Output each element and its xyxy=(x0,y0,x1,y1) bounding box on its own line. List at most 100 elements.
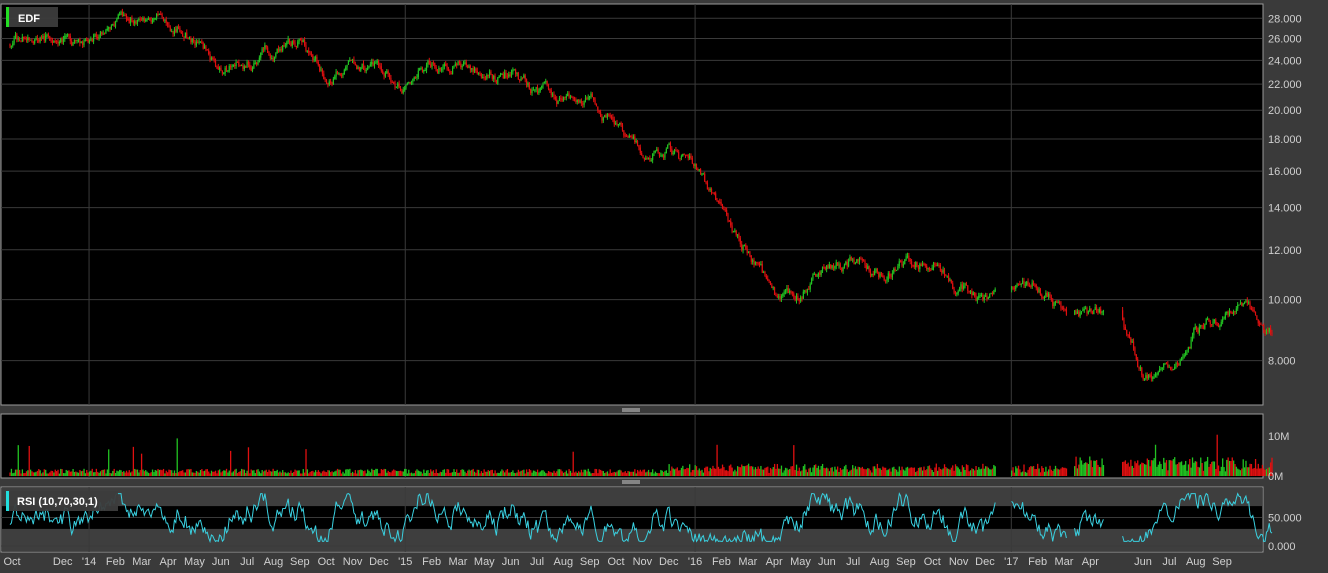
volume-bar xyxy=(39,470,41,476)
volume-bar xyxy=(434,473,436,476)
price-y-axis: 28.00026.00024.00022.00020.00018.00016.0… xyxy=(1268,13,1302,367)
volume-bar xyxy=(1241,468,1243,476)
candle-body xyxy=(268,52,270,56)
volume-bar xyxy=(438,473,440,476)
candle-body xyxy=(94,34,96,36)
price-panel[interactable]: 28.00026.00024.00022.00020.00018.00016.0… xyxy=(0,3,1302,406)
volume-bar xyxy=(228,470,230,476)
volume-bar xyxy=(360,469,362,476)
candle-body xyxy=(184,32,186,38)
volume-bar xyxy=(550,472,552,476)
volume-bar xyxy=(195,470,198,476)
volume-bar xyxy=(486,471,488,476)
candle-body xyxy=(16,34,18,40)
volume-bar xyxy=(408,469,410,476)
candle-body xyxy=(420,68,422,70)
volume-bar xyxy=(201,468,203,476)
candle-body xyxy=(1095,307,1098,312)
volume-bar xyxy=(1015,466,1017,476)
volume-bar xyxy=(425,470,428,476)
volume-bar xyxy=(590,473,592,476)
volume-bar xyxy=(468,469,470,476)
candle-body xyxy=(1100,309,1102,314)
volume-bar xyxy=(375,468,377,476)
candle-body xyxy=(897,266,899,271)
candle-body xyxy=(64,35,66,40)
volume-bar xyxy=(439,471,441,476)
volume-bar xyxy=(397,471,399,476)
rsi-y-tick-label: 0.000 xyxy=(1268,541,1296,553)
volume-bar xyxy=(639,469,641,476)
candle-body xyxy=(212,57,214,60)
volume-bar xyxy=(1094,460,1096,476)
candle-body xyxy=(1265,330,1268,335)
candle-body xyxy=(203,46,206,49)
volume-bar xyxy=(187,469,189,476)
volume-bar xyxy=(1238,469,1240,476)
candle-body xyxy=(835,262,837,267)
candle-body xyxy=(971,290,973,296)
panel-splitter-handle[interactable] xyxy=(622,480,640,484)
volume-bar xyxy=(687,468,689,476)
candle-body xyxy=(901,261,903,266)
volume-bar xyxy=(826,467,828,476)
candle-body xyxy=(551,94,554,96)
candle-body xyxy=(372,61,374,66)
candle-body xyxy=(1074,310,1076,315)
candle-body xyxy=(1079,312,1081,317)
volume-bar xyxy=(672,468,674,476)
candle-body xyxy=(956,293,958,295)
volume-bar xyxy=(686,467,688,476)
candle-body xyxy=(609,115,611,117)
candle-body xyxy=(917,266,920,270)
candle-body xyxy=(965,283,967,286)
x-tick-label: Jun xyxy=(212,556,230,568)
candle-body xyxy=(1237,304,1239,309)
volume-bar xyxy=(784,467,787,476)
candle-body xyxy=(232,64,234,67)
candle-body xyxy=(79,38,81,44)
volume-bar xyxy=(678,470,680,476)
candle-body xyxy=(350,59,352,61)
candle-body xyxy=(625,135,628,137)
candle-body xyxy=(1171,368,1173,370)
candle-body xyxy=(28,37,30,41)
volume-bar xyxy=(599,469,602,476)
volume-bar xyxy=(1224,471,1227,476)
candle-body xyxy=(812,274,814,279)
volume-bar xyxy=(172,472,174,476)
volume-bar xyxy=(1056,468,1058,476)
volume-bar xyxy=(249,473,251,476)
volume-bar xyxy=(246,470,248,476)
volume-bar xyxy=(467,470,469,476)
candle-body xyxy=(1252,309,1254,311)
volume-bar xyxy=(194,472,196,476)
candle-body xyxy=(820,270,822,275)
candle-body xyxy=(900,261,902,263)
rsi-y-tick-label: 50.000 xyxy=(1268,513,1302,525)
candle-body xyxy=(1220,321,1222,327)
volume-bar xyxy=(162,468,165,476)
candle-body xyxy=(210,57,213,60)
volume-bar xyxy=(336,468,339,476)
panel-splitter-handle[interactable] xyxy=(622,408,640,412)
volume-bar xyxy=(854,466,857,476)
volume-bar xyxy=(950,467,953,476)
volume-bar xyxy=(351,471,354,476)
volume-bar xyxy=(462,469,465,476)
candle-body xyxy=(1061,307,1063,309)
candle-body xyxy=(446,66,448,69)
price-y-tick-label: 12.000 xyxy=(1268,245,1302,257)
volume-bar xyxy=(98,472,100,476)
volume-bar xyxy=(1058,469,1061,476)
candle-body xyxy=(353,59,355,64)
volume-bar xyxy=(1128,466,1131,476)
x-tick-label: Aug xyxy=(554,556,574,568)
candle-body xyxy=(1013,287,1015,289)
candle-body xyxy=(713,192,715,194)
volume-bar xyxy=(465,473,467,476)
candle-body xyxy=(1075,310,1077,314)
volume-bar xyxy=(457,472,459,476)
